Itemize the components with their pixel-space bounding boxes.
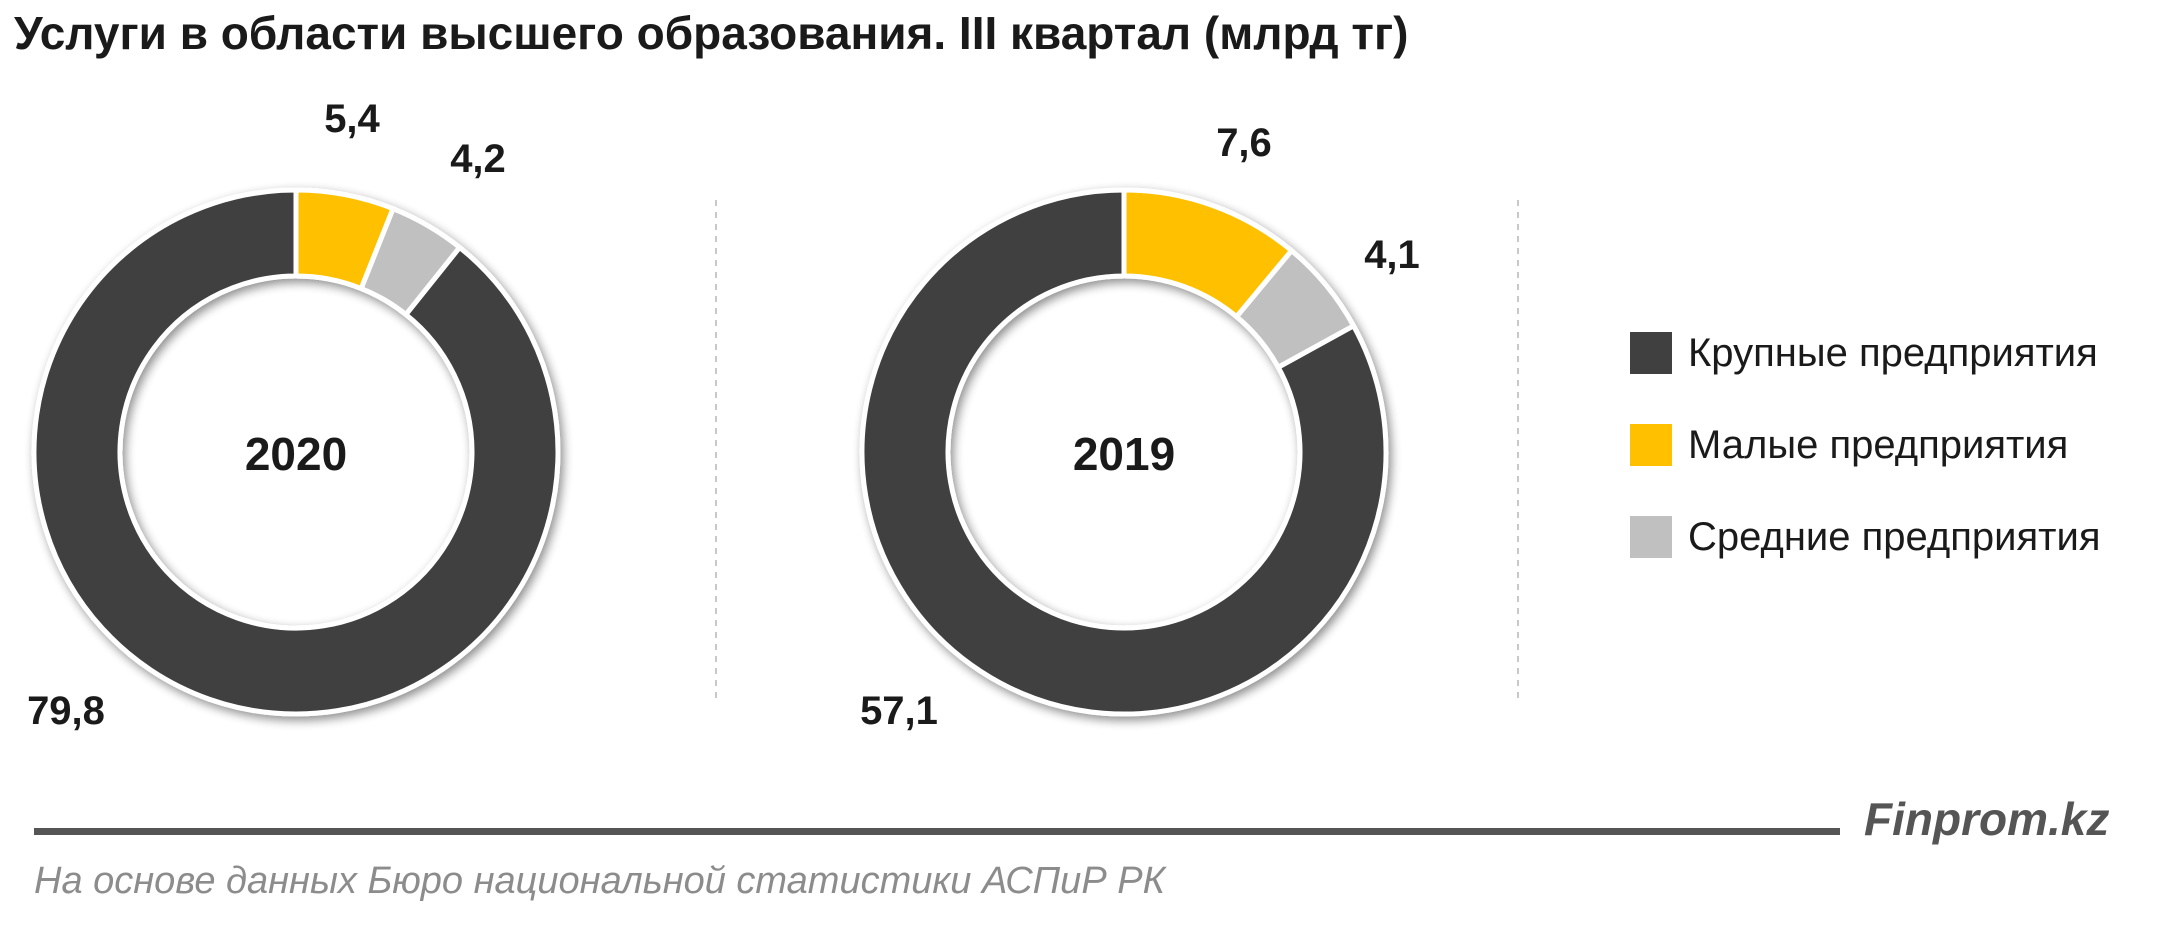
data-label-small: 7,6 xyxy=(1216,121,1272,165)
chart-title: Услуги в области высшего образования. II… xyxy=(14,7,1409,59)
legend-item-small: Малые предприятия xyxy=(1630,422,2100,468)
footer-divider xyxy=(34,828,1840,835)
brand-logo-text[interactable]: Finprom.kz xyxy=(1864,793,2110,845)
legend-label-small: Малые предприятия xyxy=(1688,422,2069,467)
legend-item-large: Крупные предприятия xyxy=(1630,330,2100,376)
data-label-large: 57,1 xyxy=(860,689,938,733)
donuts-group: 2020 79,8 5,4 4,2 2019 57,1 7,6 4,1 xyxy=(27,97,1420,733)
data-label-small: 5,4 xyxy=(324,97,380,141)
donut-slice-large xyxy=(859,187,1389,717)
donut-center-label: 2019 xyxy=(1073,428,1175,480)
legend-item-medium: Средние предприятия xyxy=(1630,514,2100,560)
donut-2019 xyxy=(859,187,1389,717)
data-label-large: 79,8 xyxy=(27,689,105,733)
legend-swatch-large xyxy=(1630,332,1672,374)
data-label-medium: 4,1 xyxy=(1364,233,1420,277)
source-note: На основе данных Бюро национальной стати… xyxy=(34,860,1165,902)
legend-label-medium: Средние предприятия xyxy=(1688,514,2101,559)
legend: Крупные предприятия Малые предприятия Ср… xyxy=(1630,330,2100,606)
donut-2020 xyxy=(31,187,561,717)
data-label-medium: 4,2 xyxy=(450,137,506,181)
legend-swatch-small xyxy=(1630,424,1672,466)
donut-slice-large xyxy=(31,187,561,717)
legend-swatch-medium xyxy=(1630,516,1672,558)
legend-label-large: Крупные предприятия xyxy=(1688,330,2098,375)
donut-center-label: 2020 xyxy=(245,428,347,480)
